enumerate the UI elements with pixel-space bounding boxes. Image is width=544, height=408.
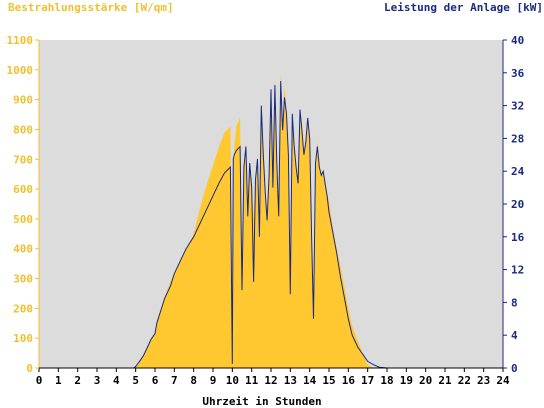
x-tick-label: 7	[171, 374, 178, 387]
irradiance-area	[39, 72, 503, 369]
x-tick-label: 13	[284, 374, 297, 387]
right-y-tick-label: 28	[511, 132, 524, 145]
x-tick-label: 23	[477, 374, 490, 387]
x-tick-label: 17	[361, 374, 374, 387]
x-tick-label: 5	[132, 374, 139, 387]
x-tick-label: 19	[400, 374, 413, 387]
left-y-tick-label: 0	[26, 362, 33, 375]
x-tick-label: 21	[438, 374, 452, 387]
left-y-tick-label: 1000	[7, 64, 34, 77]
left-y-tick-label: 200	[13, 302, 33, 315]
left-y-tick-label: 500	[13, 213, 33, 226]
x-tick-label: 9	[210, 374, 217, 387]
x-tick-label: 1	[55, 374, 62, 387]
x-axis-title: Uhrzeit in Stunden	[202, 395, 321, 408]
right-y-tick-label: 16	[511, 231, 525, 244]
x-tick-label: 18	[380, 374, 393, 387]
left-y-ticks: 0 100 200 300 400 500 600 700 800 900 1000 1100	[7, 34, 39, 375]
right-y-tick-label: 32	[511, 100, 524, 113]
x-tick-label: 3	[94, 374, 101, 387]
x-tick-label: 20	[419, 374, 432, 387]
right-y-tick-label: 40	[511, 34, 524, 47]
x-tick-label: 8	[190, 374, 197, 387]
left-y-tick-label: 100	[13, 332, 33, 345]
left-y-tick-label: 300	[13, 273, 33, 286]
right-y-tick-label: 20	[511, 198, 524, 211]
power-line	[39, 80, 503, 369]
x-tick-label: 22	[458, 374, 471, 387]
left-axis-title: Bestrahlungsstärke [W/qm]	[8, 1, 174, 14]
left-y-tick-label: 700	[13, 153, 33, 166]
x-tick-label: 0	[36, 374, 43, 387]
x-tick-label: 6	[152, 374, 159, 387]
right-axis-title: Leistung der Anlage [kW]	[384, 1, 543, 14]
right-y-ticks: 0 4 8 12 16 20 24 28 32 36 40	[503, 34, 525, 375]
x-tick-label: 4	[113, 374, 120, 387]
right-y-tick-label: 4	[511, 329, 518, 342]
x-tick-label: 16	[342, 374, 356, 387]
x-tick-label: 15	[322, 374, 335, 387]
left-y-tick-label: 1100	[7, 34, 34, 47]
x-tick-label: 10	[226, 374, 239, 387]
right-y-tick-label: 12	[511, 264, 524, 277]
x-tick-label: 12	[264, 374, 277, 387]
left-y-tick-label: 800	[13, 123, 33, 136]
x-tick-label: 11	[245, 374, 259, 387]
x-tick-label: 2	[74, 374, 81, 387]
left-y-tick-label: 600	[13, 183, 33, 196]
x-tick-label: 14	[303, 374, 317, 387]
x-tick-label: 24	[496, 374, 510, 387]
right-y-tick-label: 0	[511, 362, 518, 375]
left-y-tick-label: 900	[13, 94, 33, 107]
right-y-tick-label: 24	[511, 165, 525, 178]
left-y-tick-label: 400	[13, 243, 33, 256]
x-ticks: 0 1 2 3 4 5 6 7 8 9 10 11 12 13 14 15 16 17 18 19 20 21 22 23 24	[36, 368, 510, 387]
right-y-tick-label: 36	[511, 67, 525, 80]
right-y-tick-label: 8	[511, 296, 518, 309]
